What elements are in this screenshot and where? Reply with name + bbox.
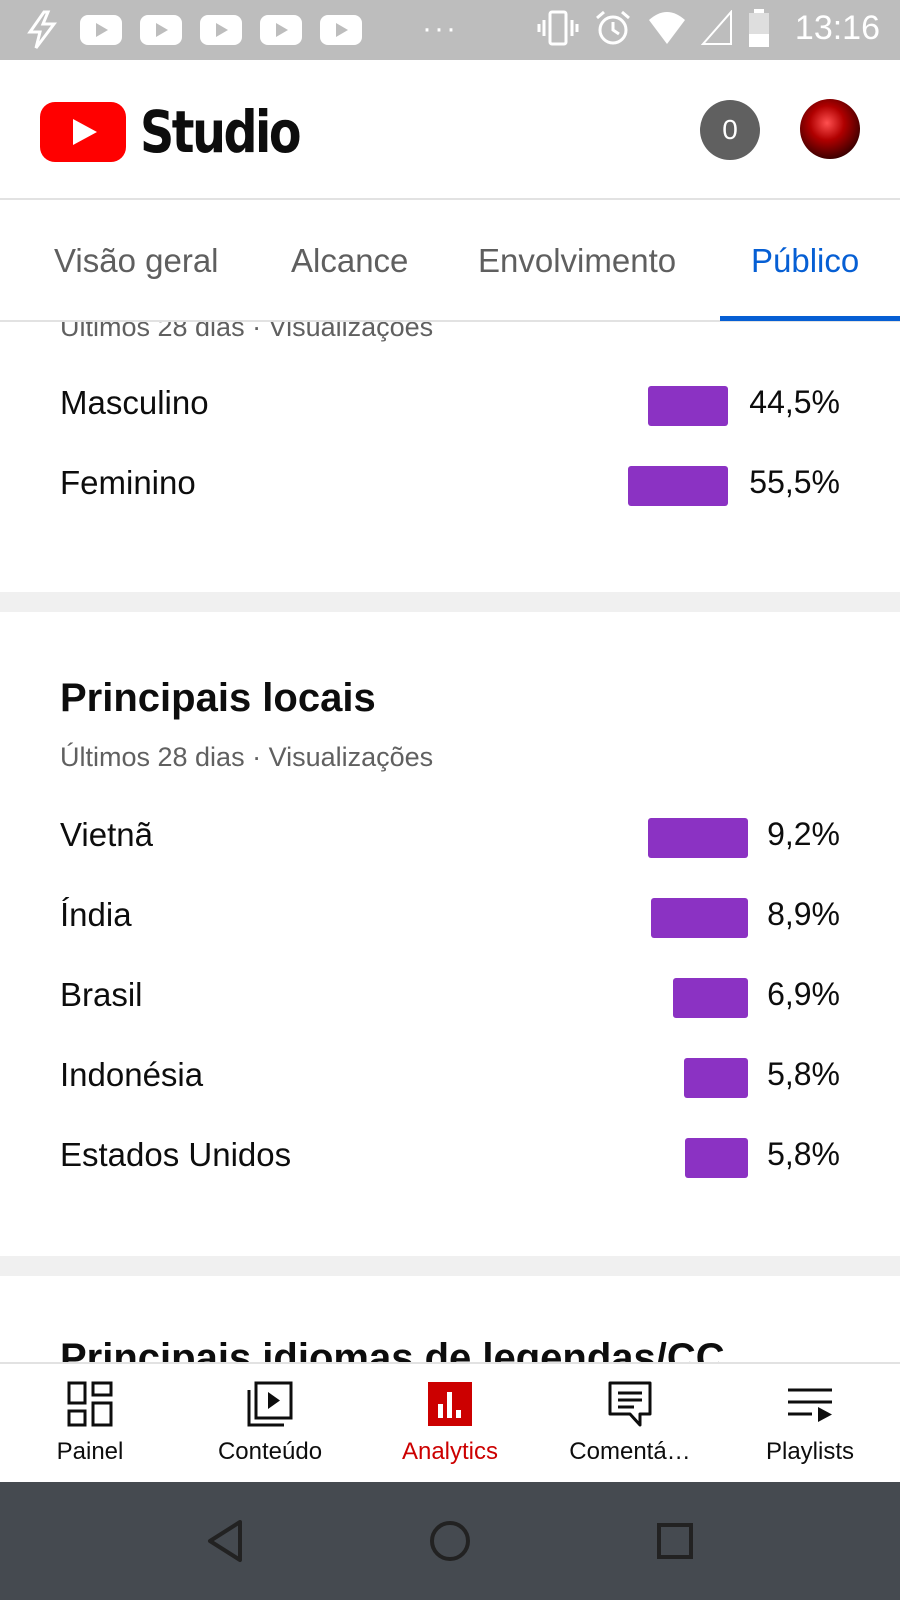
locations-subtitle: Últimos 28 dias · Visualizações	[60, 742, 434, 772]
languages-title: Principais idiomas de legendas/CC	[60, 1336, 725, 1362]
bottom-navigation: Painel Conteúdo Analytics Comentá… Playl…	[0, 1362, 900, 1482]
nav-dashboard[interactable]: Painel	[0, 1364, 180, 1482]
status-system-icons: 13:16	[537, 8, 880, 48]
location-value: 6,9%	[767, 976, 840, 1012]
location-bar	[651, 898, 748, 938]
location-label: Indonésia	[60, 1056, 204, 1093]
locations-title: Principais locais	[60, 676, 376, 720]
location-value: 5,8%	[767, 1136, 840, 1172]
location-value: 8,9%	[767, 896, 840, 932]
nav-analytics[interactable]: Analytics	[360, 1364, 540, 1482]
nav-label: Playlists	[765, 1438, 855, 1465]
home-icon[interactable]	[425, 1516, 475, 1566]
recents-icon[interactable]	[650, 1516, 700, 1566]
analytics-content[interactable]: Últimos 28 dias · Visualizações Masculin…	[0, 322, 900, 1362]
location-label: Vietnã	[60, 816, 153, 853]
tab-engagement[interactable]: Envolvimento	[478, 242, 677, 279]
location-label: Estados Unidos	[60, 1136, 292, 1173]
vibrate-icon	[537, 10, 579, 46]
content-icon	[247, 1381, 293, 1427]
analytics-icon	[428, 1382, 472, 1426]
location-label: Índia	[60, 896, 132, 933]
gender-label: Feminino	[60, 464, 196, 501]
nav-content[interactable]: Conteúdo	[180, 1364, 360, 1482]
youtube-notification-icon	[200, 15, 242, 45]
location-value: 9,2%	[767, 816, 840, 852]
wifi-icon	[648, 12, 685, 44]
dashboard-icon	[67, 1381, 113, 1427]
alarm-icon	[595, 10, 630, 45]
flash-icon	[27, 10, 57, 49]
youtube-logo-icon	[40, 102, 126, 162]
nav-label: Analytics	[401, 1438, 499, 1465]
gender-bar	[648, 386, 728, 426]
comments-icon	[608, 1381, 652, 1427]
youtube-notification-icon	[260, 15, 302, 45]
nav-comments[interactable]: Comentá…	[540, 1364, 720, 1482]
section-divider	[0, 1256, 900, 1276]
system-navigation-bar	[0, 1482, 900, 1600]
location-bar	[648, 818, 748, 858]
location-value: 5,8%	[767, 1056, 840, 1092]
status-overflow-dots: ···	[422, 12, 458, 45]
location-bar	[673, 978, 748, 1018]
location-bar	[684, 1058, 748, 1098]
status-notification-icons	[22, 10, 362, 50]
avatar[interactable]	[800, 99, 860, 159]
tab-overview[interactable]: Visão geral	[54, 242, 219, 279]
signal-icon	[700, 10, 732, 45]
gender-subtitle: Últimos 28 dias · Visualizações	[60, 322, 434, 342]
app-header: Studio 0	[0, 60, 900, 200]
battery-icon	[748, 9, 769, 47]
gender-value: 55,5%	[749, 464, 840, 500]
nav-label: Comentá…	[569, 1438, 691, 1465]
youtube-notification-icon	[140, 15, 182, 45]
playlists-icon	[788, 1388, 832, 1422]
back-icon[interactable]	[200, 1516, 250, 1566]
youtube-notification-icon	[320, 15, 362, 45]
status-time: 13:16	[794, 8, 880, 47]
youtube-notification-icon	[80, 15, 122, 45]
location-bar	[685, 1138, 748, 1178]
gender-value: 44,5%	[749, 384, 840, 420]
nav-label: Painel	[56, 1438, 124, 1465]
gender-label: Masculino	[60, 384, 209, 421]
tab-reach[interactable]: Alcance	[291, 242, 409, 279]
tab-audience[interactable]: Público	[751, 242, 860, 279]
logo-text: Studio	[140, 98, 302, 166]
nav-playlists[interactable]: Playlists	[720, 1364, 900, 1482]
section-divider	[0, 592, 900, 612]
gender-bar	[628, 466, 728, 506]
active-tab-indicator	[720, 316, 900, 321]
location-label: Brasil	[60, 976, 143, 1013]
notifications-button[interactable]: 0	[700, 100, 760, 160]
status-bar: ··· 13:16	[0, 0, 900, 60]
youtube-studio-logo[interactable]: Studio	[40, 98, 334, 166]
analytics-tabs: Visão geral Alcance Envolvimento Público	[0, 200, 900, 322]
nav-label: Conteúdo	[217, 1438, 323, 1465]
